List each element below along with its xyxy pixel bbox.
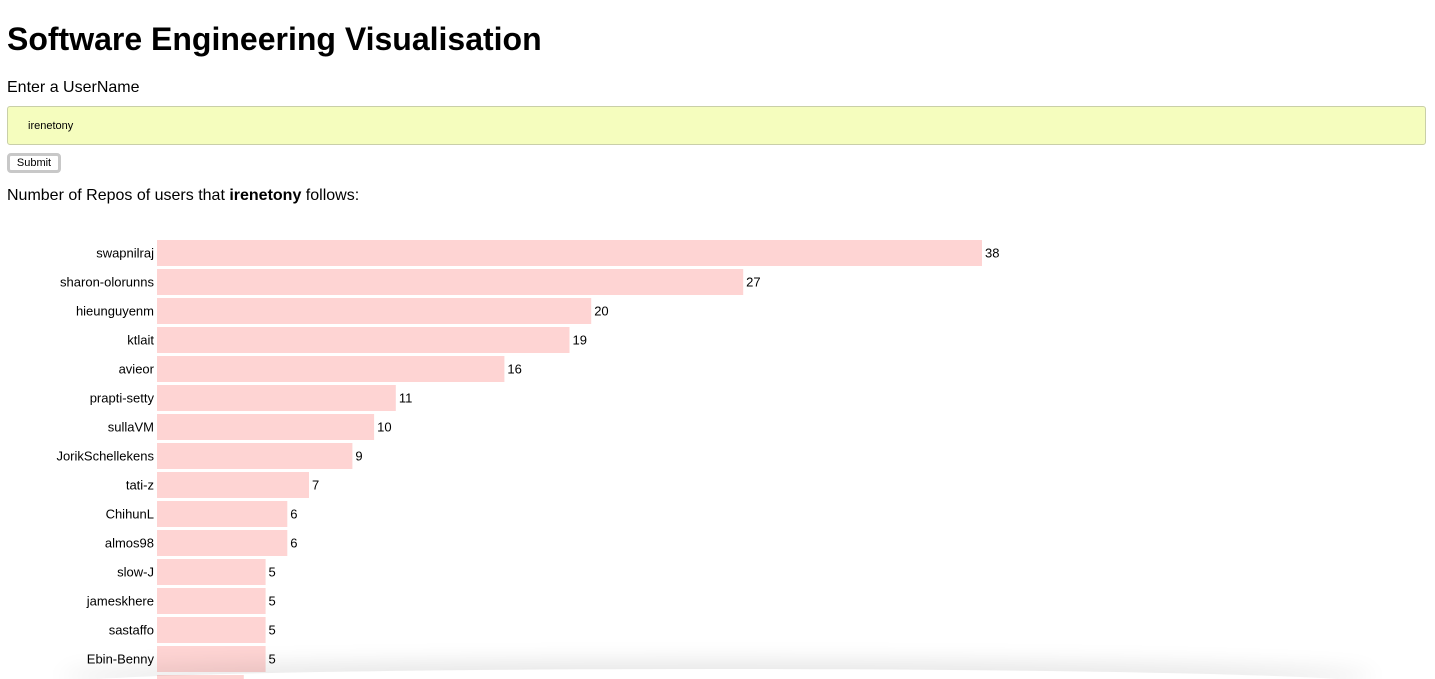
category-label: tati-z <box>126 478 154 493</box>
bar-row-15 <box>157 675 244 679</box>
bar-ChihunL <box>157 501 288 527</box>
bar-tati-z <box>157 472 309 498</box>
bar-sastaffo <box>157 617 266 643</box>
category-label: avieor <box>119 362 155 377</box>
value-label: 5 <box>269 565 276 580</box>
category-label: swapnilraj <box>96 246 154 261</box>
bar-slow-J <box>157 559 266 585</box>
value-label: 6 <box>290 507 297 522</box>
bar-almos98 <box>157 530 288 556</box>
bar-prapti-setty <box>157 385 396 411</box>
category-label: sastaffo <box>109 623 154 638</box>
value-label: 38 <box>985 246 999 261</box>
category-label: jameskhere <box>86 594 154 609</box>
bar-sullaVM <box>157 414 375 440</box>
bar-avieor <box>157 356 505 382</box>
bar-sharon-olorunns <box>157 269 744 295</box>
summary-prefix: Number of Repos of users that <box>7 187 230 204</box>
bar-Ebin-Benny <box>157 646 266 672</box>
value-label: 19 <box>573 333 587 348</box>
value-label: 5 <box>269 652 276 667</box>
value-label: 6 <box>290 536 297 551</box>
bar-JorikSchellekens <box>157 443 353 469</box>
value-label: 20 <box>594 304 608 319</box>
summary-username: irenetony <box>229 187 302 204</box>
value-label: 5 <box>269 623 276 638</box>
summary-suffix: follows: <box>301 187 360 204</box>
summary-text: Number of Repos of users that irenetony … <box>7 186 359 206</box>
username-input[interactable] <box>7 106 1426 145</box>
value-label: 11 <box>399 391 413 406</box>
value-label: 10 <box>377 420 391 435</box>
bar-jameskhere <box>157 588 266 614</box>
category-label: ktlait <box>127 333 154 348</box>
value-label: 16 <box>507 362 521 377</box>
category-label: slow-J <box>117 565 154 580</box>
page-title: Software Engineering Visualisation <box>7 21 542 57</box>
category-label: sharon-olorunns <box>60 275 154 290</box>
category-label: ChihunL <box>106 507 154 522</box>
category-label: sullaVM <box>108 420 154 435</box>
repos-bar-chart: swapnilraj 38 sharon-olorunns 27 hieunguyenm… <box>56 240 999 679</box>
category-label: hieunguyenm <box>76 304 154 319</box>
bar-hieunguyenm <box>157 298 592 324</box>
bar-ktlait <box>157 327 570 353</box>
category-label: almos98 <box>105 536 154 551</box>
value-label: 27 <box>746 275 760 290</box>
username-label: Enter a UserName <box>7 79 140 96</box>
category-label: Ebin-Benny <box>87 652 155 667</box>
value-label: 9 <box>355 449 362 464</box>
bar-swapnilraj <box>157 240 982 266</box>
value-label: 7 <box>312 478 319 493</box>
value-label: 5 <box>269 594 276 609</box>
category-label: JorikSchellekens <box>56 449 154 464</box>
submit-button[interactable]: Submit <box>7 153 61 173</box>
category-label: prapti-setty <box>90 391 155 406</box>
